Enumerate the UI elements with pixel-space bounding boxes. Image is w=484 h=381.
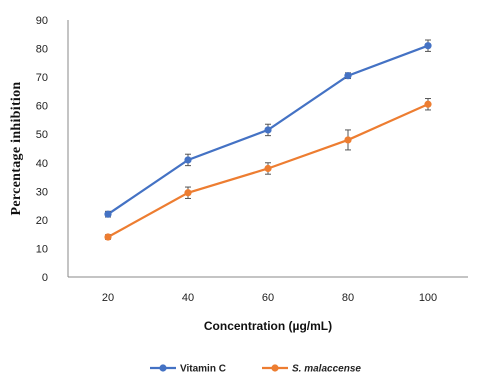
y-tick-label: 70 (36, 72, 48, 84)
x-tick-label: 60 (262, 292, 274, 304)
y-axis: 0 10 20 30 40 50 60 70 80 90 (36, 15, 69, 284)
legend-marker (159, 364, 167, 372)
x-axis-title: Concentration (µg/mL) (204, 319, 332, 333)
series-1 (104, 39, 432, 218)
y-tick-label: 20 (36, 215, 48, 227)
y-tick-label: 50 (36, 129, 48, 141)
legend-item: Vitamin C (150, 364, 226, 375)
x-tick-label: 20 (102, 292, 114, 304)
legend-marker (271, 364, 279, 372)
data-point (264, 164, 272, 173)
data-point (344, 72, 352, 80)
y-tick-label: 90 (36, 15, 48, 27)
data-point (184, 156, 192, 164)
y-tick-label: 30 (36, 186, 48, 198)
x-axis: 20 40 60 80 100 (68, 276, 468, 304)
legend-label: S. malaccense (292, 364, 361, 375)
data-point (344, 136, 352, 144)
data-point (104, 210, 112, 218)
data-point (104, 233, 112, 241)
data-point (424, 42, 432, 50)
legend-label: Vitamin C (180, 364, 226, 375)
y-tick-label: 80 (36, 44, 48, 56)
y-tick-label: 40 (36, 158, 48, 170)
data-point (184, 189, 192, 197)
data-point (264, 126, 272, 134)
data-point (424, 100, 432, 108)
x-tick-label: 80 (342, 292, 354, 304)
legend-item: S. malaccense (262, 364, 361, 375)
plot-area (104, 39, 432, 241)
legend: Vitamin C S. malaccense (150, 364, 361, 375)
y-tick-label: 60 (36, 101, 48, 113)
x-tick-label: 40 (182, 292, 194, 304)
y-axis-title: Percentage inhibition (9, 82, 24, 216)
series-2 (104, 98, 432, 241)
y-tick-label: 10 (36, 243, 48, 255)
x-tick-label: 100 (419, 292, 437, 304)
y-tick-label: 0 (42, 272, 48, 284)
